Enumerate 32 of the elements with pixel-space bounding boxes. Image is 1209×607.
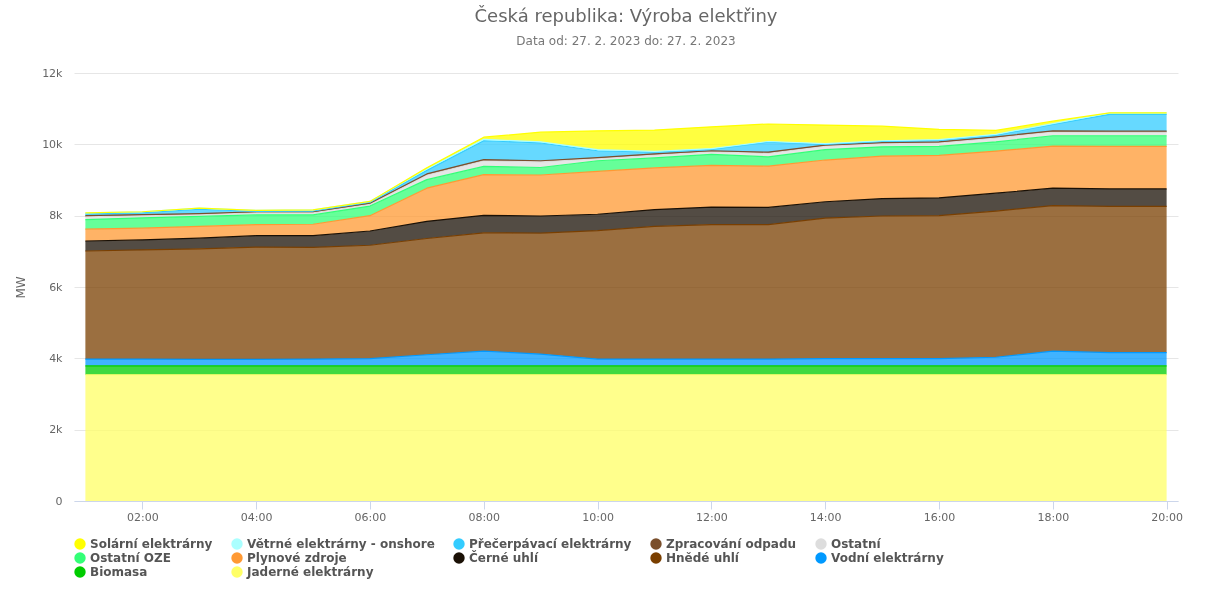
x-tick-label: 06:00 [354,510,387,524]
x-tick-label: 02:00 [126,510,159,524]
chart-subtitle: Data od: 27. 2. 2023 do: 27. 2. 2023 [516,34,736,48]
x-tick-label: 14:00 [809,510,842,524]
chart-title: Česká republika: Výroba elektřiny [474,5,778,26]
legend-label: Solární elektrárny [90,537,213,551]
x-tick-label: 18:00 [1037,510,1070,524]
y-tick-label: 12k [42,66,64,80]
y-tick-label: 10k [42,137,64,151]
legend-label: Ostatní OZE [90,551,171,565]
legend-label: Přečerpávací elektrárny [469,537,632,551]
legend-label: Zpracování odpadu [666,537,797,551]
y-axis-title: MW [14,276,29,299]
y-tick-label: 8k [49,209,64,223]
y-tick-label: 2k [49,423,64,437]
legend-label: Černé uhlí [469,550,539,565]
x-tick-label: 12:00 [696,510,728,524]
y-tick-label: 4k [49,351,64,365]
x-tick-label: 10:00 [582,510,614,524]
x-tick-label: 20:00 [1151,510,1183,524]
x-tick-label: 04:00 [240,510,273,524]
legend-label: Plynové zdroje [247,551,347,565]
legend-label: Vodní elektrárny [831,551,944,565]
legend-label: Větrné elektrárny - onshore [247,537,435,551]
legend-label: Ostatní [831,537,882,551]
legend-label: Jaderné elektrárny [246,565,374,579]
x-tick-label: 08:00 [468,510,501,524]
legend-label: Hnědé uhlí [666,551,740,565]
legend-label: Biomasa [90,565,148,579]
x-tick-label: 16:00 [923,510,956,524]
y-tick-label: 6k [49,280,64,294]
y-tick-label: 0 [55,494,63,508]
